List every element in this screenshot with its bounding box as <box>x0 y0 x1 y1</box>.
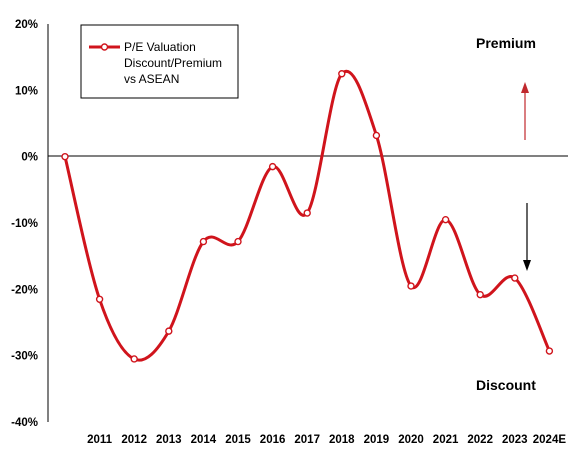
legend-box <box>80 24 239 99</box>
x-tick-label: 2014 <box>191 434 217 446</box>
y-tick-label: -10% <box>11 218 38 230</box>
data-point <box>303 209 311 217</box>
x-tick-label: 2020 <box>398 434 424 446</box>
data-point <box>545 347 554 355</box>
x-tick-label: 2016 <box>260 434 286 446</box>
data-point <box>511 274 519 282</box>
y-tick-label: 0% <box>21 152 38 164</box>
legend: P/E Valuation Discount/Premium vs ASEAN <box>80 24 239 99</box>
series-line <box>63 69 551 362</box>
x-tick-label: 2023 <box>502 434 528 446</box>
data-point <box>199 237 208 246</box>
data-point <box>165 327 173 335</box>
premium-label: Premium <box>476 35 536 51</box>
series-points <box>61 70 554 363</box>
discount-label: Discount <box>476 377 536 393</box>
arrow-up <box>521 82 529 140</box>
x-tick-label: 2024E <box>533 434 567 446</box>
y-tick-label: -20% <box>11 284 38 296</box>
x-tick-label: 2017 <box>294 434 320 446</box>
y-tick-label: -30% <box>11 351 38 363</box>
y-tick-label: 10% <box>15 85 38 97</box>
data-point <box>268 162 277 171</box>
x-tick-label: 2013 <box>156 434 182 446</box>
data-point <box>338 70 346 78</box>
legend-marker <box>100 43 109 51</box>
x-tick-label: 2011 <box>87 434 113 446</box>
data-point <box>441 215 450 224</box>
y-tick-label: -40% <box>11 417 38 429</box>
x-tick-labels: 2011 2012 2013 2014 2015 2016 2017 2018 2019 2020… <box>87 434 566 446</box>
x-tick-label: 2022 <box>467 434 493 446</box>
x-tick-label: 2012 <box>121 434 147 446</box>
legend-line-2: Discount/Premium <box>124 56 222 70</box>
x-tick-label: 2021 <box>433 434 459 446</box>
y-tick-labels: 20% 10% 0% -10% -20% -30% -40% <box>11 19 38 429</box>
data-point <box>407 282 415 290</box>
data-point <box>61 152 69 161</box>
data-point <box>476 290 484 299</box>
data-point <box>130 355 138 363</box>
legend-line-1: P/E Valuation <box>124 40 196 54</box>
y-tick-label: 20% <box>15 19 38 31</box>
data-point <box>372 131 381 140</box>
data-point <box>234 237 242 246</box>
arrow-down <box>523 203 531 271</box>
x-tick-label: 2015 <box>225 434 251 446</box>
data-point <box>95 295 104 303</box>
x-tick-label: 2019 <box>364 434 390 446</box>
x-tick-label: 2018 <box>329 434 355 446</box>
legend-line-3: vs ASEAN <box>124 72 179 86</box>
